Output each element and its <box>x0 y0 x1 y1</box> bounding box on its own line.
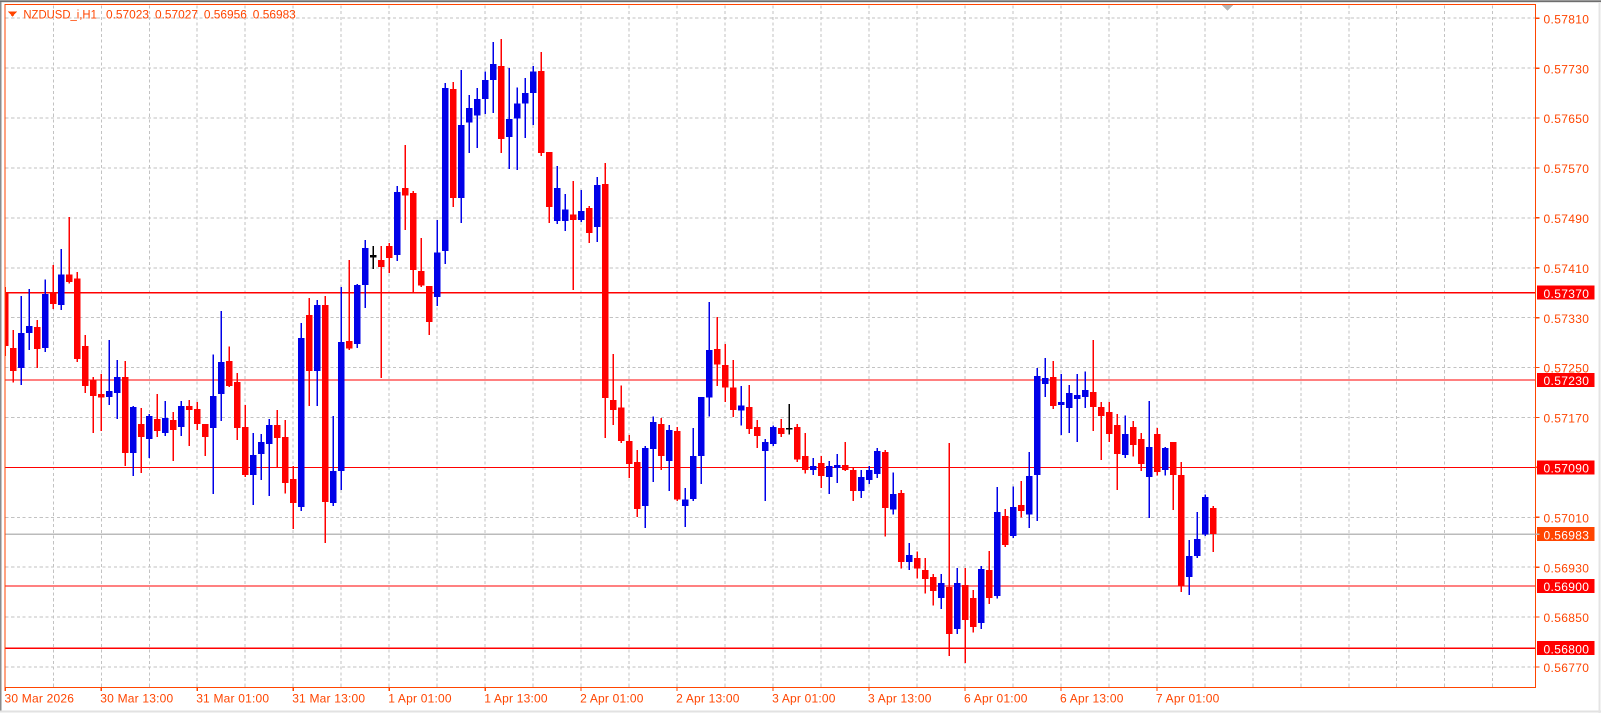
svg-text:0.57010: 0.57010 <box>1544 511 1590 525</box>
svg-text:0.57250: 0.57250 <box>1544 362 1590 376</box>
svg-text:0.56770: 0.56770 <box>1544 661 1590 675</box>
svg-text:30 Mar 13:00: 30 Mar 13:00 <box>100 691 173 705</box>
svg-text:0.57570: 0.57570 <box>1544 162 1590 176</box>
svg-text:1 Apr 13:00: 1 Apr 13:00 <box>484 691 548 705</box>
svg-text:0.56850: 0.56850 <box>1544 611 1590 625</box>
svg-text:1 Apr 01:00: 1 Apr 01:00 <box>388 691 452 705</box>
svg-text:0.57023: 0.57023 <box>106 8 149 22</box>
svg-text:NZDUSD_i,H1: NZDUSD_i,H1 <box>23 8 97 22</box>
svg-text:0.57650: 0.57650 <box>1544 112 1590 126</box>
svg-text:0.56800: 0.56800 <box>1544 642 1590 656</box>
svg-text:6 Apr 01:00: 6 Apr 01:00 <box>964 691 1028 705</box>
svg-text:0.57370: 0.57370 <box>1544 287 1590 301</box>
svg-text:31 Mar 01:00: 31 Mar 01:00 <box>196 691 269 705</box>
svg-text:3 Apr 01:00: 3 Apr 01:00 <box>772 691 836 705</box>
svg-text:3 Apr 13:00: 3 Apr 13:00 <box>868 691 932 705</box>
svg-text:0.56930: 0.56930 <box>1544 561 1590 575</box>
svg-text:0.57410: 0.57410 <box>1544 262 1590 276</box>
svg-text:0.57730: 0.57730 <box>1544 62 1590 76</box>
svg-text:31 Mar 13:00: 31 Mar 13:00 <box>292 691 365 705</box>
svg-text:0.57490: 0.57490 <box>1544 212 1590 226</box>
svg-text:0.57330: 0.57330 <box>1544 312 1590 326</box>
svg-text:0.57027: 0.57027 <box>155 8 198 22</box>
svg-text:30 Mar 2026: 30 Mar 2026 <box>5 691 75 705</box>
svg-text:0.56983: 0.56983 <box>1544 529 1590 543</box>
svg-text:0.57170: 0.57170 <box>1544 412 1590 426</box>
svg-text:0.56900: 0.56900 <box>1544 580 1590 594</box>
svg-text:0.57090: 0.57090 <box>1544 461 1590 475</box>
svg-text:2 Apr 01:00: 2 Apr 01:00 <box>580 691 644 705</box>
svg-text:0.56956: 0.56956 <box>204 8 247 22</box>
svg-text:0.57810: 0.57810 <box>1544 12 1590 26</box>
svg-text:6 Apr 13:00: 6 Apr 13:00 <box>1060 691 1124 705</box>
svg-text:0.57230: 0.57230 <box>1544 374 1590 388</box>
svg-text:2 Apr 13:00: 2 Apr 13:00 <box>676 691 740 705</box>
svg-text:0.56983: 0.56983 <box>253 8 296 22</box>
svg-text:7 Apr 01:00: 7 Apr 01:00 <box>1156 691 1220 705</box>
